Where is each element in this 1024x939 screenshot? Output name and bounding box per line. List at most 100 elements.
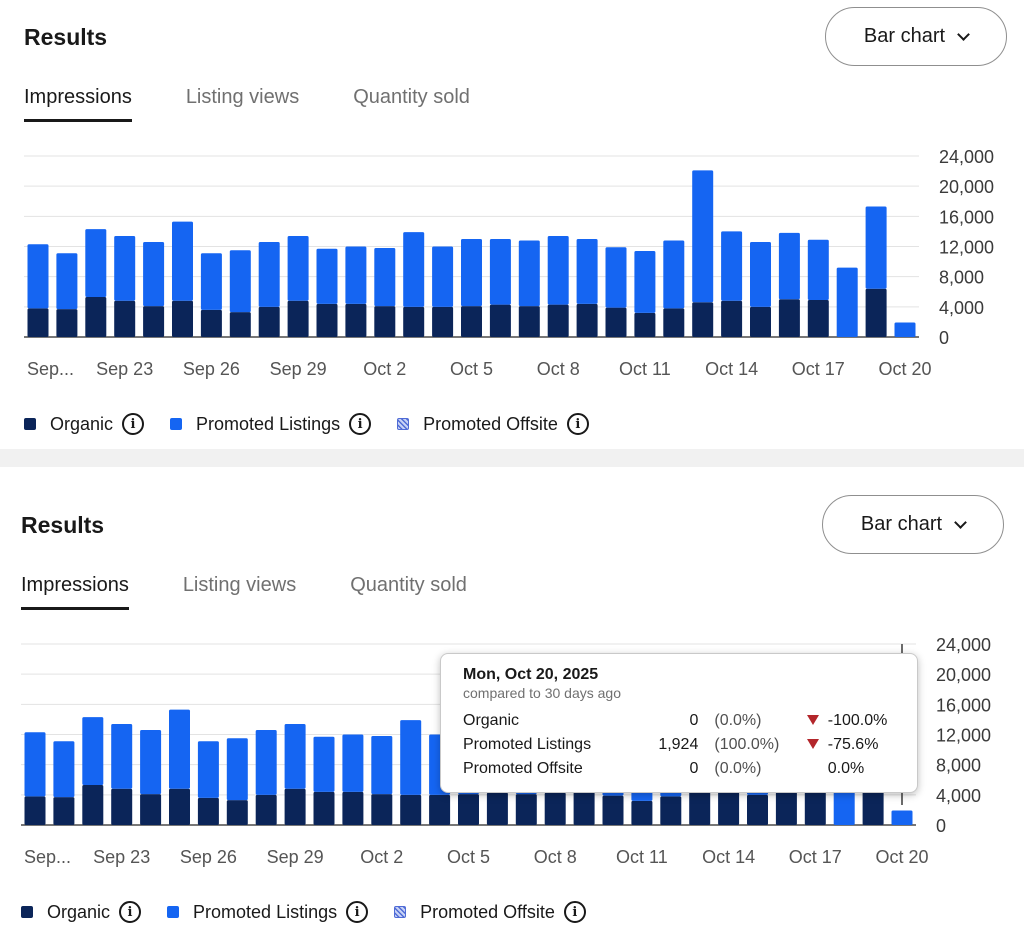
- bar-promoted-listings: [891, 810, 913, 825]
- y-tick-label: 8,000: [939, 268, 984, 288]
- bar-promoted-listings: [865, 206, 887, 289]
- tab-listing-views[interactable]: Listing views: [185, 86, 300, 108]
- page-title: Results: [21, 512, 105, 538]
- chart-legend: Organic i Promoted Listings i Promoted O…: [24, 413, 615, 435]
- bar-promoted-listings: [342, 734, 364, 792]
- y-tick-label: 24,000: [936, 635, 991, 655]
- chart-type-label: Bar chart: [860, 513, 943, 535]
- bar-promoted-listings: [750, 241, 771, 307]
- y-tick-label: 4,000: [936, 786, 981, 806]
- x-tick-label: Oct 14: [705, 359, 758, 379]
- tab-listing-views[interactable]: Listing views: [182, 574, 297, 596]
- bar-promoted-listings: [663, 240, 685, 309]
- x-tick-label: Oct 17: [789, 847, 842, 867]
- tab-quantity-sold[interactable]: Quantity sold: [353, 86, 470, 108]
- bar-organic: [461, 306, 482, 337]
- info-icon[interactable]: i: [346, 901, 369, 923]
- legend-item-promoted-offsite[interactable]: Promoted Offsite i: [397, 413, 589, 435]
- bar-promoted-listings: [345, 246, 367, 304]
- chart-type-dropdown[interactable]: Bar chart: [825, 7, 1007, 66]
- bar-organic: [605, 307, 627, 337]
- bar-organic: [689, 790, 711, 825]
- bar-organic: [547, 304, 569, 337]
- bar-organic: [403, 306, 425, 337]
- bar-promoted-listings: [143, 241, 165, 307]
- chart-legend: Organic i Promoted Listings i Promoted O…: [21, 901, 612, 923]
- x-tick-label: Sep 23: [96, 359, 153, 379]
- bar-organic: [660, 796, 682, 825]
- legend-item-organic[interactable]: Organic i: [21, 901, 142, 923]
- bar-promoted-listings: [721, 231, 743, 301]
- bar-organic: [27, 308, 49, 337]
- info-icon[interactable]: i: [566, 413, 589, 435]
- bar-promoted-listings: [27, 244, 49, 309]
- x-tick-label: Oct 14: [702, 847, 755, 867]
- legend-item-promoted-offsite[interactable]: Promoted Offsite i: [394, 901, 586, 923]
- bar-organic: [374, 306, 396, 337]
- bar-organic: [750, 306, 771, 337]
- x-tick-label: Oct 17: [792, 359, 845, 379]
- bar-organic: [804, 788, 826, 825]
- bar-organic: [24, 796, 46, 825]
- tooltip-row-promoted-listings: Promoted Listings 1,924 (100.0%) -75.6%: [463, 733, 895, 757]
- bar-organic: [345, 303, 367, 337]
- info-icon[interactable]: i: [122, 413, 145, 435]
- bar-organic: [692, 302, 714, 337]
- x-tick-label: Oct 11: [616, 847, 668, 867]
- bar-promoted-listings: [169, 709, 190, 789]
- bar-organic: [778, 299, 800, 337]
- bar-organic: [255, 794, 277, 825]
- bar-promoted-listings: [24, 732, 46, 797]
- y-tick-label: 24,000: [939, 147, 994, 167]
- info-icon[interactable]: i: [349, 413, 372, 435]
- bar-organic: [226, 800, 248, 825]
- tab-impressions[interactable]: Impressions: [24, 86, 132, 122]
- info-icon[interactable]: i: [119, 901, 142, 923]
- bar-organic: [258, 306, 280, 337]
- results-panel-1: Results Bar chart Impressions Listing vi…: [0, 0, 1024, 449]
- chart-type-label: Bar chart: [863, 25, 946, 47]
- bar-organic: [56, 309, 78, 337]
- info-icon[interactable]: i: [563, 901, 586, 923]
- bar-promoted-listings: [374, 248, 396, 307]
- bar-organic: [111, 788, 133, 825]
- bar-organic: [284, 788, 306, 825]
- organic-swatch: [24, 418, 36, 430]
- bar-promoted-listings: [172, 221, 193, 301]
- bar-organic: [371, 794, 393, 825]
- bar-promoted-listings: [547, 235, 569, 305]
- organic-swatch: [21, 906, 33, 918]
- tooltip-row-organic: Organic 0 (0.0%) -100.0%: [463, 709, 895, 733]
- promoted-listings-swatch: [167, 906, 180, 918]
- tooltip-subtitle: compared to 30 days ago: [463, 685, 621, 701]
- bar-promoted-listings: [807, 239, 829, 301]
- bar-organic: [197, 797, 219, 825]
- chart-type-dropdown[interactable]: Bar chart: [822, 495, 1004, 554]
- chevron-down-icon: [957, 27, 970, 41]
- tooltip-row-promoted-offsite: Promoted Offsite 0 (0.0%) 0.0%: [463, 757, 895, 781]
- bar-promoted-listings: [489, 238, 511, 305]
- bar-promoted-listings: [316, 248, 338, 304]
- x-tick-label: Oct 8: [537, 359, 580, 379]
- tooltip-row-change: -100.0%: [827, 712, 888, 729]
- bar-promoted-listings: [56, 253, 78, 310]
- legend-label: Promoted Offsite: [420, 901, 555, 922]
- bar-organic: [85, 297, 107, 337]
- bar-organic: [172, 300, 193, 337]
- legend-item-organic[interactable]: Organic i: [24, 413, 145, 435]
- x-tick-label: Oct 2: [360, 847, 403, 867]
- bar-promoted-listings: [255, 729, 277, 795]
- legend-item-promoted-listings[interactable]: Promoted Listings i: [167, 901, 369, 923]
- x-tick-label: Oct 2: [363, 359, 406, 379]
- tab-impressions[interactable]: Impressions: [21, 574, 129, 610]
- legend-item-promoted-listings[interactable]: Promoted Listings i: [170, 413, 372, 435]
- x-tick-label: Sep 29: [270, 359, 327, 379]
- impressions-bar-chart: 0 4,000 8,000 12,000 16,000 20,000 24,000 Sep..…: [24, 147, 994, 379]
- tab-quantity-sold[interactable]: Quantity sold: [350, 574, 467, 596]
- tooltip-title: Mon, Oct 20, 2025: [463, 666, 599, 683]
- tooltip-row-label: Promoted Listings: [463, 736, 592, 753]
- x-tick-label: Sep 23: [93, 847, 150, 867]
- bar-organic: [229, 312, 251, 337]
- bar-promoted-listings: [53, 741, 75, 798]
- bar-promoted-listings: [287, 235, 309, 301]
